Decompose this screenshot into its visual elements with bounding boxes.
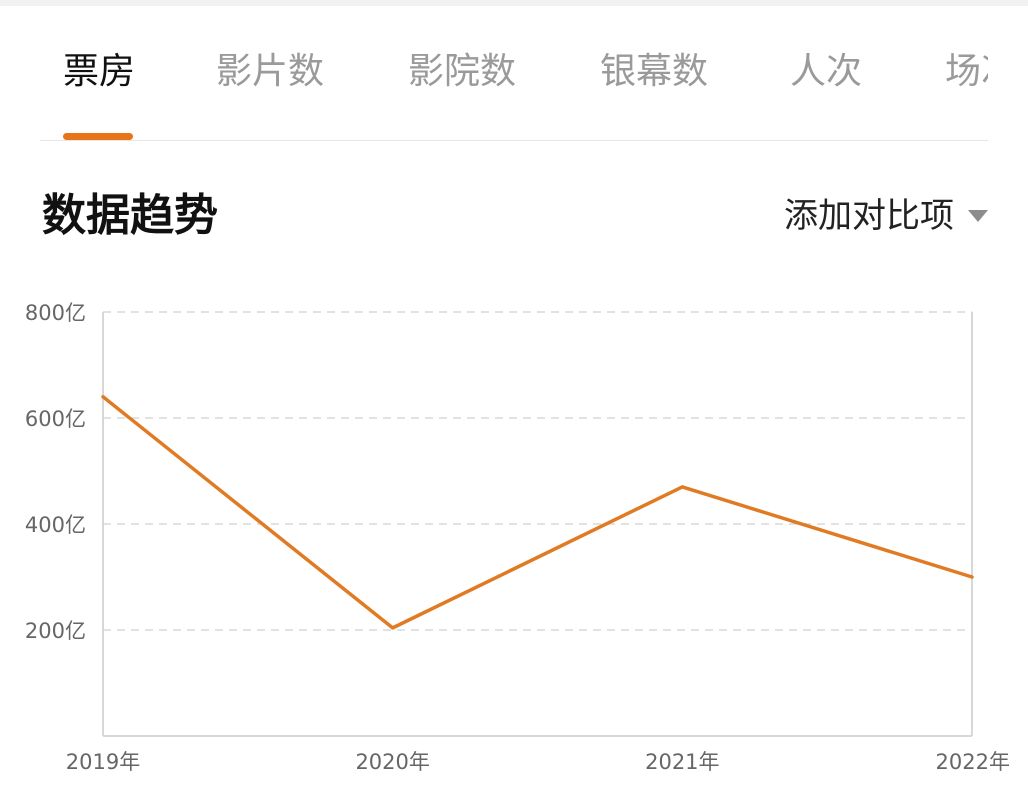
grid-layer	[103, 311, 972, 631]
status-bar-strip	[0, 0, 1028, 6]
active-tab-indicator	[63, 133, 133, 140]
y-tick-labels: 200亿 400亿 600亿 800亿	[25, 301, 86, 643]
tab-screenings[interactable]: 场次	[945, 51, 988, 92]
tab-admissions[interactable]: 人次	[790, 51, 863, 92]
tabs-divider	[40, 140, 988, 141]
x-tick-label-3: 2022年	[936, 750, 1010, 774]
y-tick-label-600: 600亿	[25, 407, 86, 431]
metric-tabs: 票房 影片数 影院数 银幕数 人次 场次	[40, 40, 988, 140]
x-tick-label-0: 2019年	[66, 750, 140, 774]
x-tick-label-2: 2021年	[645, 750, 719, 774]
series-0-point-2	[680, 485, 684, 489]
tab-screen-count[interactable]: 银幕数	[600, 51, 709, 92]
tab-cinema-count[interactable]: 影院数	[408, 51, 517, 92]
series-0-point-1	[391, 626, 395, 630]
y-tick-label-800: 800亿	[25, 301, 86, 325]
x-tick-label-1: 2020年	[355, 750, 429, 774]
add-compare-label: 添加对比项	[784, 196, 954, 236]
caret-down-icon	[968, 210, 988, 222]
add-compare-dropdown[interactable]: 添加对比项	[784, 192, 988, 240]
tab-film-count[interactable]: 影片数	[216, 51, 325, 92]
series-line-0	[101, 395, 974, 630]
series-layer	[101, 395, 974, 630]
x-tick-labels: 2019年 2020年 2021年 2022年	[66, 750, 1010, 774]
axis-layer	[102, 312, 973, 737]
section-title: 数据趋势	[42, 190, 218, 241]
series-0-point-0	[101, 395, 105, 399]
series-0-point-3	[970, 575, 974, 579]
y-tick-label-400: 400亿	[25, 513, 86, 537]
tab-box-office[interactable]: 票房	[63, 51, 136, 92]
y-tick-label-200: 200亿	[25, 619, 86, 643]
